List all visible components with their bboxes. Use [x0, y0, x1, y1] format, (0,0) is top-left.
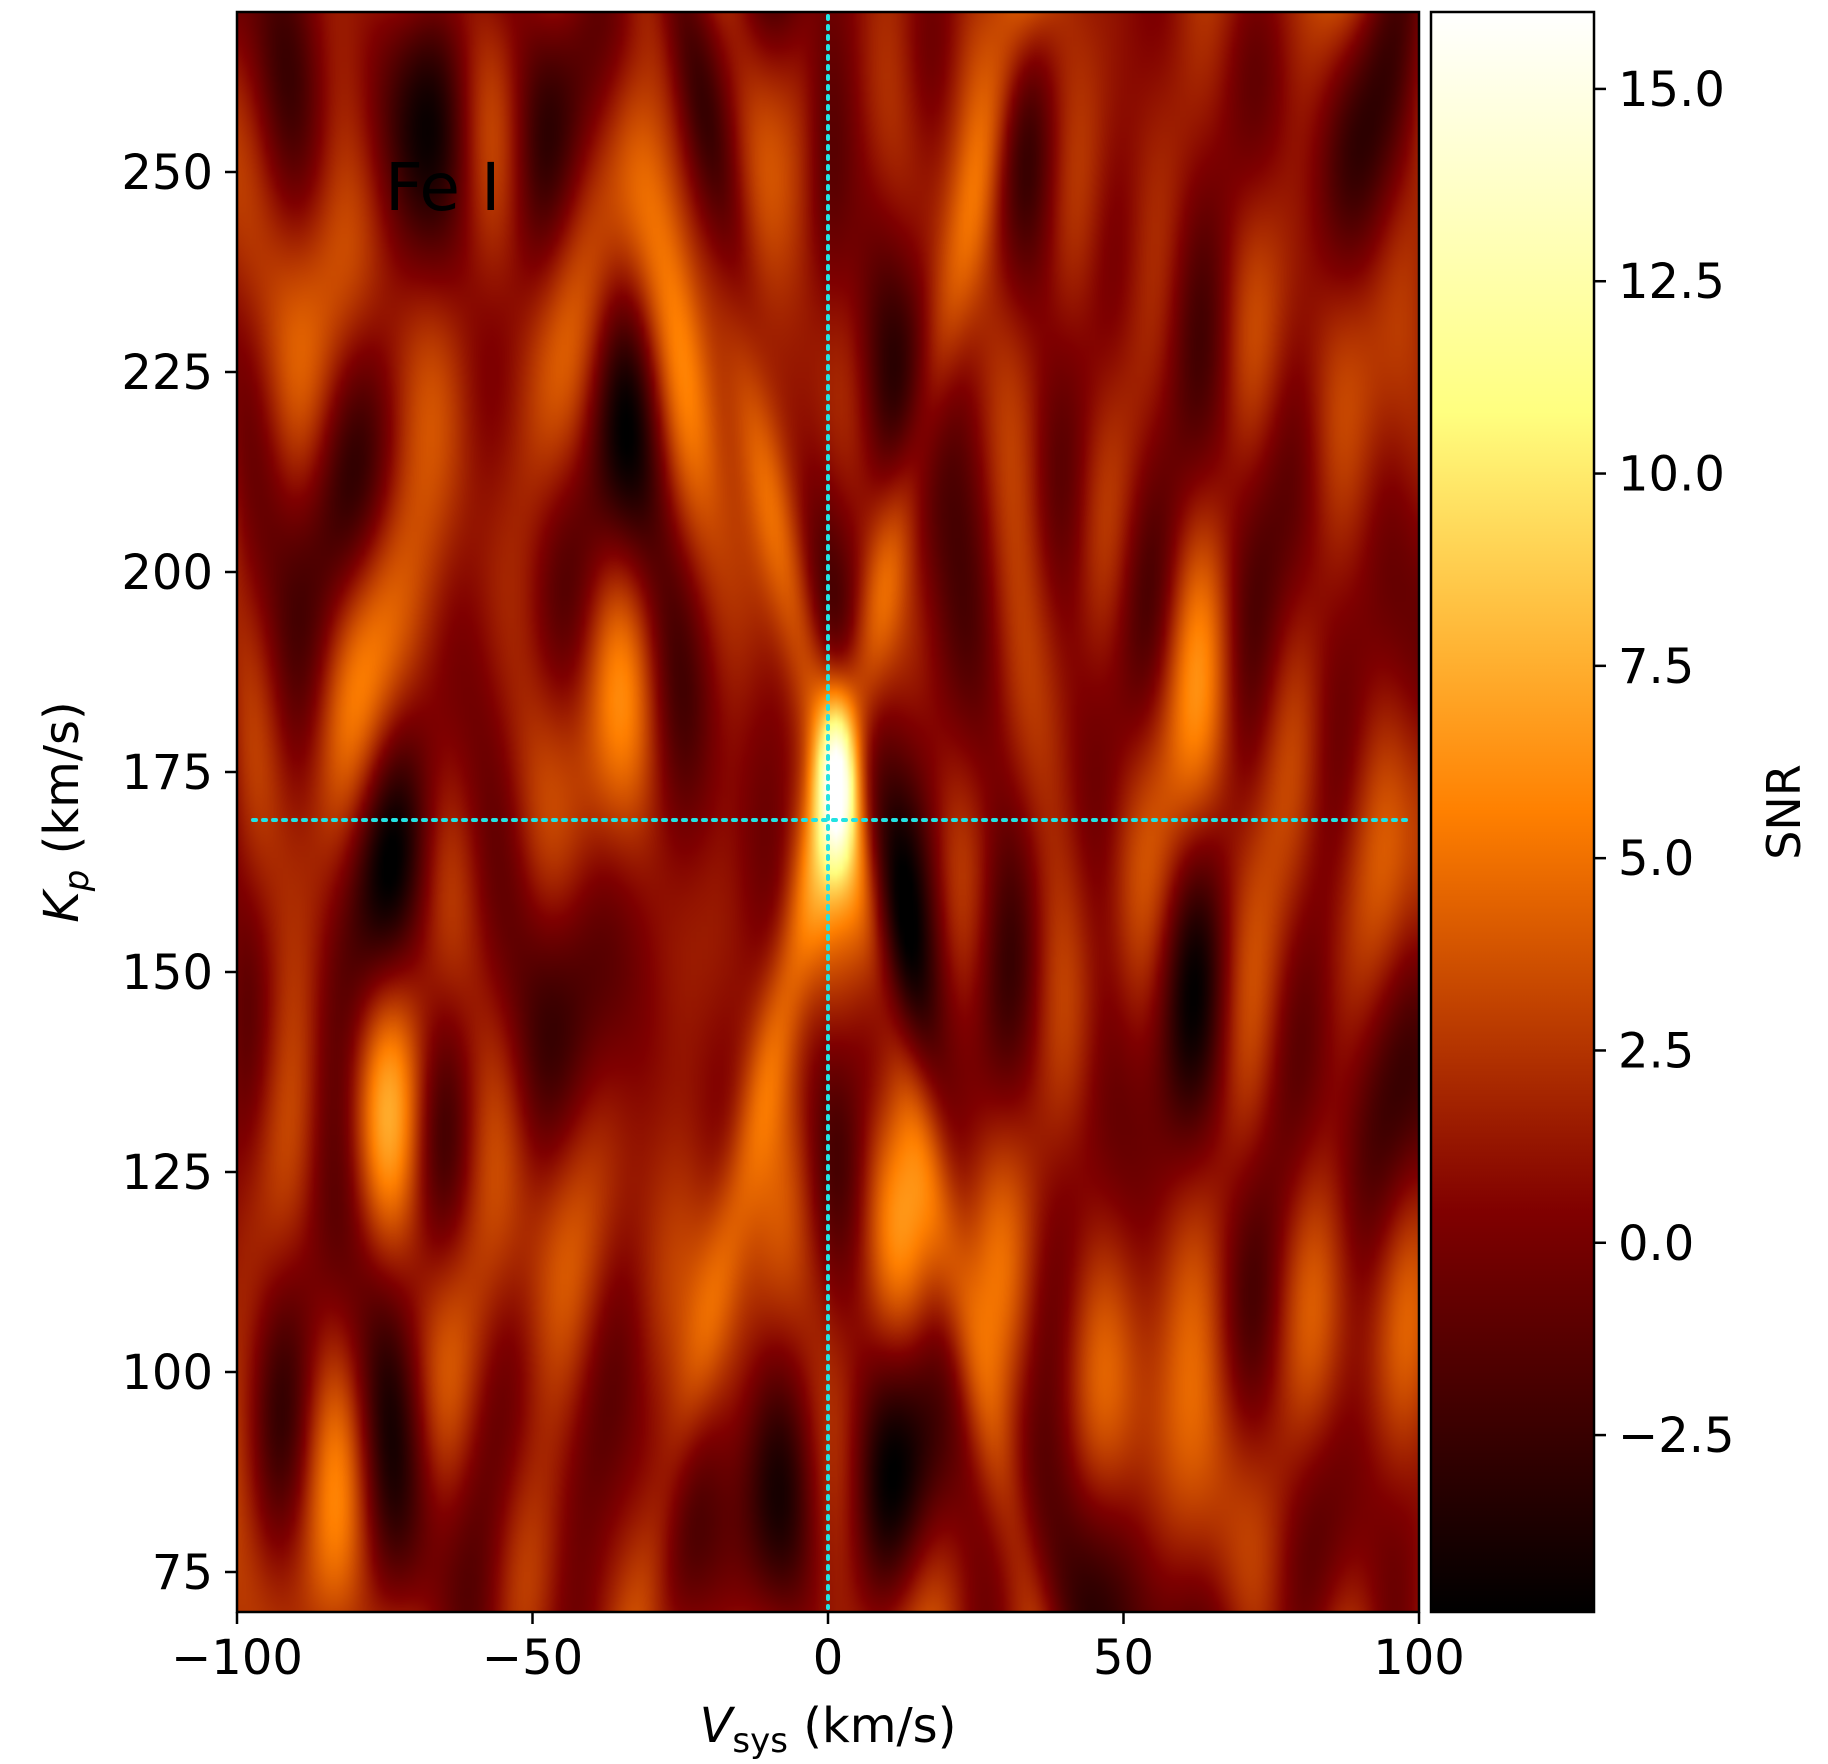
x-tick-label: 100: [1373, 1630, 1465, 1686]
x-tick-label: 50: [1093, 1630, 1154, 1686]
colorbar-ticks: −2.5 0.0 2.5 5.0 7.5 10.0 12.5 15.0: [1594, 62, 1735, 1464]
heatmap-image: [237, 12, 1419, 1612]
y-tick-label: 200: [121, 545, 213, 601]
snr-heatmap: [237, 12, 1419, 1612]
x-axis-ticks: −100 −50 0 50 100: [171, 1612, 1465, 1686]
x-tick-label: 0: [813, 1630, 844, 1686]
colorbar: [1429, 10, 1596, 1614]
y-tick-label: 175: [121, 745, 213, 801]
y-axis-ticks: 75 100 125 150 175 200 225 250: [121, 145, 237, 1601]
y-tick-label: 100: [121, 1345, 213, 1401]
y-axis-label: Kp (km/s): [34, 701, 97, 923]
y-axis-label-sub: p: [57, 870, 97, 893]
x-tick-label: −50: [482, 1630, 583, 1686]
colorbar-tick-label: 12.5: [1618, 254, 1725, 310]
x-axis-label-main: V: [700, 1698, 736, 1754]
y-tick-label: 150: [121, 945, 213, 1001]
colorbar-tick-label: 7.5: [1618, 639, 1694, 695]
y-axis-label-unit: (km/s): [34, 701, 90, 869]
y-tick-label: 250: [121, 145, 213, 201]
x-axis-label-unit: (km/s): [788, 1698, 956, 1754]
colorbar-tick-label: 10.0: [1618, 447, 1725, 503]
y-tick-label: 125: [121, 1145, 213, 1201]
x-axis-label: Vsys (km/s): [700, 1698, 957, 1761]
y-tick-label: 75: [152, 1545, 213, 1601]
colorbar-tick-label: 15.0: [1618, 62, 1725, 118]
y-tick-label: 225: [121, 345, 213, 401]
colorbar-tick-label: −2.5: [1618, 1408, 1735, 1464]
colorbar-tick-label: 2.5: [1618, 1023, 1694, 1079]
x-tick-label: −100: [171, 1630, 303, 1686]
colorbar-label: SNR: [1757, 764, 1811, 860]
colorbar-tick-label: 0.0: [1618, 1216, 1694, 1272]
x-axis-label-sub: sys: [732, 1721, 788, 1761]
colorbar-tick-label: 5.0: [1618, 831, 1694, 887]
y-axis-label-main: K: [34, 888, 90, 923]
species-label: Fe I: [385, 149, 500, 226]
